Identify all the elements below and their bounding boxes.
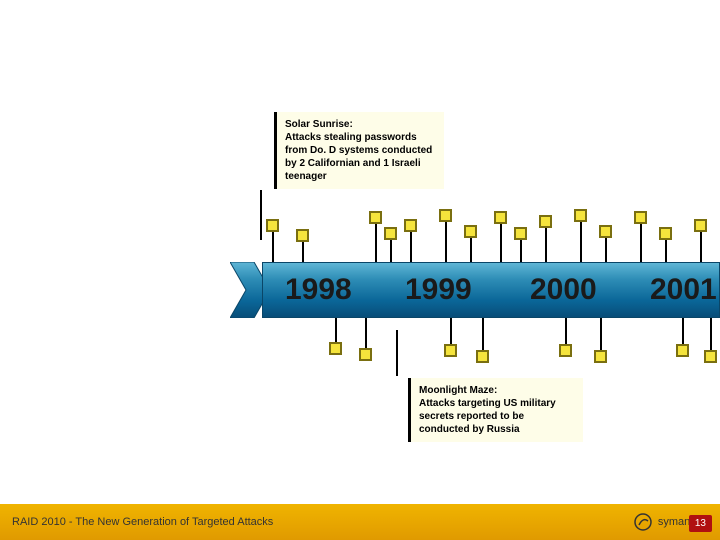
callout-title: Moonlight Maze: — [419, 385, 497, 396]
event-marker — [464, 225, 477, 238]
event-marker — [384, 227, 397, 240]
event-marker — [599, 225, 612, 238]
callout-moonlight-maze: Moonlight Maze: Attacks targeting US mil… — [408, 378, 583, 442]
marker-stem — [335, 318, 337, 342]
callout-solar-sunrise: Solar Sunrise: Attacks stealing password… — [274, 112, 444, 189]
callout-connector-top — [260, 190, 262, 240]
marker-stem — [445, 222, 447, 262]
event-marker — [444, 344, 457, 357]
marker-stem — [520, 240, 522, 262]
callout-body: Attacks targeting US military secrets re… — [419, 398, 556, 435]
callout-connector-bottom — [396, 330, 398, 376]
callout-body: Attacks stealing passwords from Do. D sy… — [285, 132, 432, 182]
event-marker — [369, 211, 382, 224]
event-marker — [439, 209, 452, 222]
event-marker — [659, 227, 672, 240]
event-marker — [329, 342, 342, 355]
event-marker — [704, 350, 717, 363]
event-marker — [574, 209, 587, 222]
event-marker — [514, 227, 527, 240]
marker-stem — [375, 224, 377, 262]
marker-stem — [482, 318, 484, 350]
marker-stem — [470, 238, 472, 262]
marker-stem — [450, 318, 452, 344]
timeline-year: 1998 — [285, 262, 352, 318]
marker-stem — [605, 238, 607, 262]
marker-stem — [545, 228, 547, 262]
footer-text: RAID 2010 - The New Generation of Target… — [12, 516, 273, 528]
marker-stem — [580, 222, 582, 262]
marker-stem — [500, 224, 502, 262]
marker-stem — [640, 224, 642, 262]
marker-stem — [410, 232, 412, 262]
marker-stem — [700, 232, 702, 262]
timeline-year: 2001 — [650, 262, 717, 318]
marker-stem — [272, 232, 274, 262]
symantec-swirl-icon — [634, 513, 652, 531]
marker-stem — [365, 318, 367, 348]
callout-title: Solar Sunrise: — [285, 119, 353, 130]
marker-stem — [302, 242, 304, 262]
marker-stem — [665, 240, 667, 262]
event-marker — [296, 229, 309, 242]
event-marker — [594, 350, 607, 363]
marker-stem — [682, 318, 684, 344]
page-number-badge: 13 — [689, 515, 712, 532]
event-marker — [476, 350, 489, 363]
marker-stem — [600, 318, 602, 350]
timeline-year: 1999 — [405, 262, 472, 318]
marker-stem — [710, 318, 712, 350]
event-marker — [359, 348, 372, 361]
footer-bar: RAID 2010 - The New Generation of Target… — [0, 504, 720, 540]
marker-stem — [390, 240, 392, 262]
marker-stem — [565, 318, 567, 344]
event-marker — [694, 219, 707, 232]
timeline-year: 2000 — [530, 262, 597, 318]
event-marker — [539, 215, 552, 228]
event-marker — [559, 344, 572, 357]
event-marker — [676, 344, 689, 357]
event-marker — [494, 211, 507, 224]
event-marker — [404, 219, 417, 232]
event-marker — [634, 211, 647, 224]
event-marker — [266, 219, 279, 232]
